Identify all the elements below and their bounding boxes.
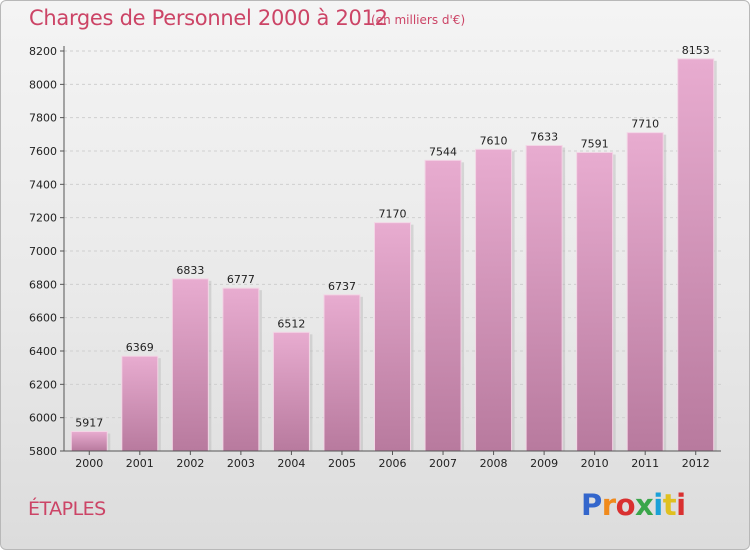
value-label: 7170 [379, 208, 407, 221]
bar [677, 58, 715, 452]
bar [272, 331, 310, 452]
y-tick-label: 7000 [29, 245, 57, 258]
logo-letter: P [581, 488, 602, 522]
bar [171, 278, 209, 452]
logo-letter: o [615, 488, 636, 522]
value-label: 6737 [328, 280, 356, 293]
proxiti-logo[interactable]: Proxiti [581, 488, 686, 522]
y-tick-label: 5800 [29, 445, 57, 458]
bar [70, 431, 108, 452]
bar [323, 294, 361, 452]
y-tick-label: 8200 [29, 45, 57, 58]
logo-letter: t [662, 488, 677, 522]
logo-letter: r [601, 488, 616, 522]
x-tick-label: 2002 [176, 457, 204, 470]
y-tick-label: 6200 [29, 378, 57, 391]
x-tick-label: 2006 [379, 457, 407, 470]
x-tick-label: 2009 [530, 457, 558, 470]
value-label: 7610 [480, 134, 508, 147]
city-name: ÉTAPLES [28, 498, 106, 520]
y-tick-label: 6400 [29, 345, 57, 358]
chart-title: Charges de Personnel 2000 à 2012 [29, 6, 388, 30]
value-label: 7633 [530, 131, 558, 144]
logo-letter: x [635, 488, 654, 522]
y-tick-label: 8000 [29, 78, 57, 91]
x-tick-label: 2005 [328, 457, 356, 470]
x-tick-label: 2010 [581, 457, 609, 470]
bar [121, 355, 159, 452]
bar [626, 132, 664, 452]
x-tick-label: 2004 [277, 457, 305, 470]
value-label: 8153 [682, 44, 710, 57]
value-label: 7591 [581, 138, 609, 151]
logo-letter: i [676, 488, 686, 522]
x-tick-label: 2008 [480, 457, 508, 470]
x-tick-label: 2000 [75, 457, 103, 470]
value-label: 6369 [126, 341, 154, 354]
bar [424, 159, 462, 452]
x-tick-label: 2011 [631, 457, 659, 470]
logo-letter: i [653, 488, 663, 522]
bar [475, 148, 513, 452]
y-tick-label: 6800 [29, 278, 57, 291]
y-tick-label: 6000 [29, 412, 57, 425]
value-label: 5917 [75, 417, 103, 430]
value-label: 7710 [631, 118, 659, 131]
bar [576, 152, 614, 452]
x-tick-label: 2001 [126, 457, 154, 470]
value-label: 6512 [277, 317, 305, 330]
chart-subtitle: (en milliers d'€) [371, 13, 466, 27]
value-label: 6833 [176, 264, 204, 277]
x-tick-label: 2003 [227, 457, 255, 470]
x-tick-label: 2007 [429, 457, 457, 470]
bars [70, 58, 717, 452]
y-tick-label: 6600 [29, 312, 57, 325]
y-tick-label: 7800 [29, 112, 57, 125]
y-tick-label: 7400 [29, 178, 57, 191]
value-labels: 5917 6369 6833 6777 6512 6737 7170 7544 7610 7633… [75, 44, 709, 430]
x-tick-label: 2012 [682, 457, 710, 470]
bar [374, 222, 411, 452]
value-label: 6777 [227, 273, 255, 286]
y-tick-label: 7200 [29, 212, 57, 225]
bar [222, 287, 260, 452]
y-tick-label: 7600 [29, 145, 57, 158]
y-axis: 5800 6000 6200 6400 6600 6800 7000 7200 7400 7600… [29, 45, 65, 458]
bar [525, 145, 563, 452]
value-label: 7544 [429, 145, 457, 158]
x-axis: 2000 2001 2002 2003 2004 2005 2006 2007 2008 2009… [64, 450, 721, 470]
